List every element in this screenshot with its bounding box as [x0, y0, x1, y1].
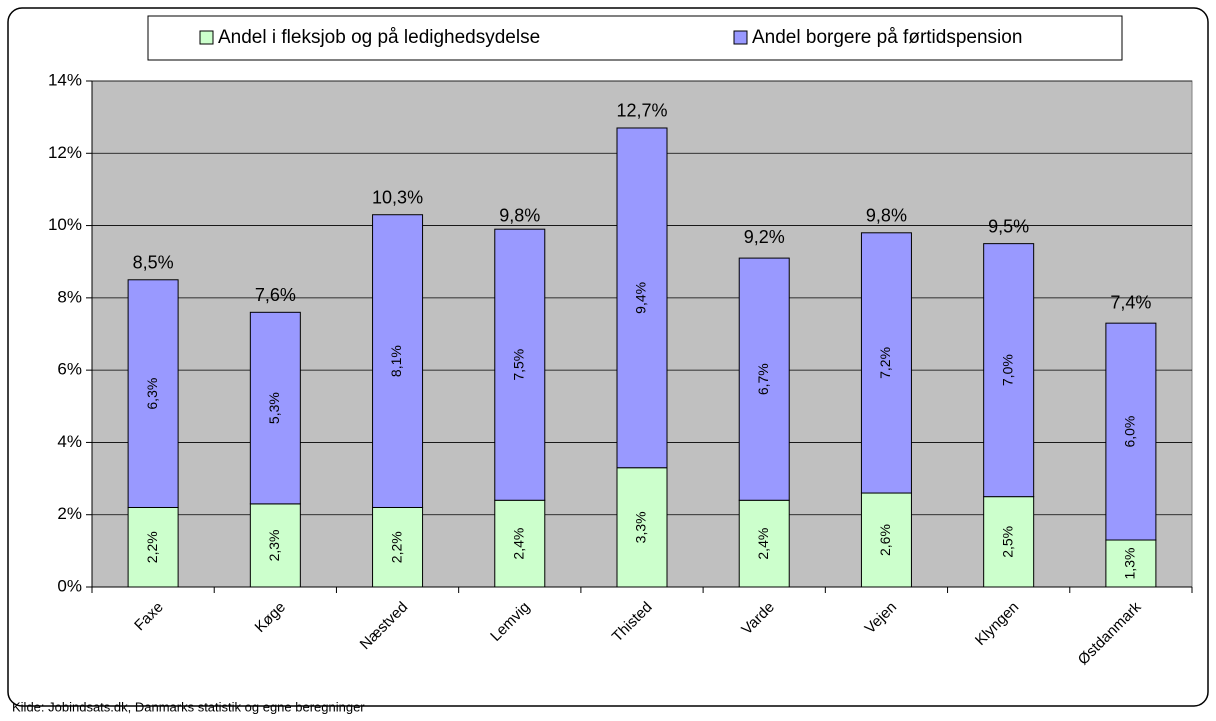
data-label: 1,3% — [1122, 548, 1138, 580]
data-label: 8,1% — [388, 345, 404, 377]
y-tick-label: 14% — [48, 70, 82, 89]
total-label: 10,3% — [372, 187, 423, 207]
bar-segment — [249, 503, 301, 588]
bar-segment — [127, 279, 179, 508]
total-label: 7,6% — [255, 285, 296, 305]
bar-segment — [616, 127, 668, 469]
bar-segment — [494, 228, 546, 501]
total-label: 8,5% — [133, 253, 174, 273]
data-label: 2,4% — [755, 528, 771, 560]
total-label: 12,7% — [616, 101, 667, 121]
bar-segment — [494, 499, 546, 588]
data-label: 2,2% — [144, 531, 160, 563]
data-label: 2,5% — [999, 526, 1015, 558]
legend-box — [147, 15, 1123, 61]
bar-segment — [983, 243, 1035, 498]
bar-segment — [127, 506, 179, 588]
bar-segment — [983, 496, 1035, 588]
total-label: 9,2% — [744, 227, 785, 247]
y-tick-label: 6% — [57, 360, 82, 379]
data-label: 7,0% — [999, 354, 1015, 386]
total-label: 9,8% — [866, 206, 907, 226]
bar-segment — [372, 506, 424, 588]
data-label: 6,3% — [144, 378, 160, 410]
data-label: 2,4% — [510, 528, 526, 560]
y-tick-label: 0% — [57, 576, 82, 595]
bar-segment — [860, 492, 912, 588]
data-label: 2,3% — [266, 529, 282, 561]
total-label: 7,4% — [1110, 292, 1151, 312]
legend-swatch — [733, 30, 748, 45]
total-label: 9,8% — [499, 206, 540, 226]
bar-segment — [372, 214, 424, 508]
bar-segment — [738, 499, 790, 588]
data-label: 6,0% — [1122, 416, 1138, 448]
data-label: 2,6% — [877, 524, 893, 556]
bar-segment — [1105, 322, 1157, 541]
bar-segment — [860, 232, 912, 494]
total-label: 9,5% — [988, 216, 1029, 236]
data-label: 5,3% — [266, 392, 282, 424]
legend-label: Andel borgere på førtidspension — [752, 27, 1022, 48]
y-tick-label: 2% — [57, 504, 82, 523]
legend-label: Andel i fleksjob og på ledighedsydelse — [218, 27, 540, 48]
data-label: 2,2% — [388, 531, 404, 563]
bar-segment — [616, 467, 668, 588]
y-tick-label: 8% — [57, 287, 82, 306]
source: Kilde: Jobindsats.dk, Danmarks statistik… — [12, 699, 365, 714]
data-label: 3,3% — [633, 511, 649, 543]
data-label: 7,5% — [510, 349, 526, 381]
bar-segment — [249, 311, 301, 505]
legend-swatch — [199, 30, 214, 45]
data-label: 6,7% — [755, 363, 771, 395]
bar-segment — [738, 257, 790, 501]
data-label: 7,2% — [877, 347, 893, 379]
data-label: 9,4% — [633, 282, 649, 314]
y-tick-label: 4% — [57, 432, 82, 451]
y-tick-label: 12% — [48, 143, 82, 162]
y-tick-label: 10% — [48, 215, 82, 234]
